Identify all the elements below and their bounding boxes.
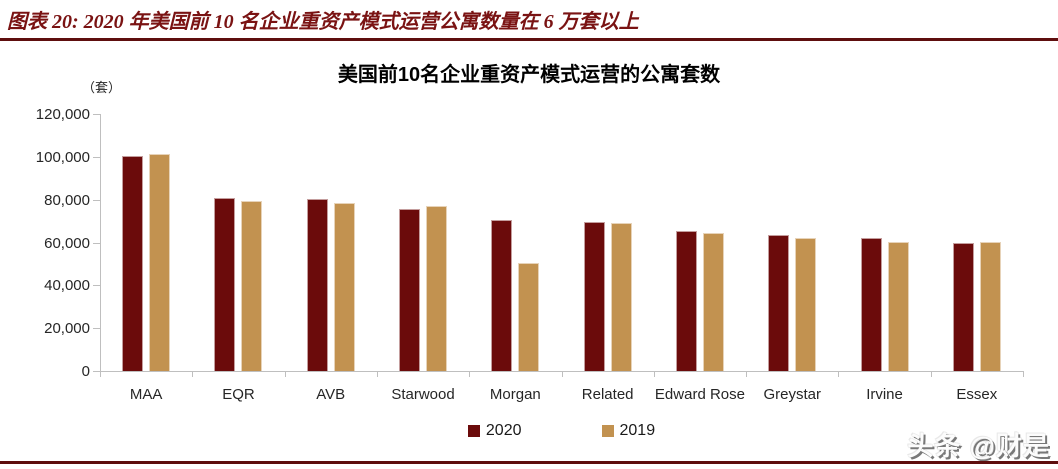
x-axis-tick bbox=[561, 372, 563, 377]
figure-caption: 图表 20: 2020 年美国前 10 名企业重资产模式运营公寓数量在 6 万套… bbox=[7, 11, 639, 33]
y-axis-tick-label: 80,000 bbox=[44, 191, 90, 209]
y-axis-tick-label: 40,000 bbox=[44, 277, 90, 295]
y-axis-tick bbox=[93, 114, 100, 115]
legend-swatch-2019 bbox=[601, 425, 614, 437]
bar-2020-irvine bbox=[861, 238, 882, 371]
y-axis-tick-label: 60,000 bbox=[44, 234, 90, 252]
bar-2020-avb bbox=[307, 199, 328, 371]
y-axis-unit-label: （套） bbox=[82, 80, 122, 95]
x-axis-category-label: Morgan bbox=[489, 386, 541, 403]
bar-2019-related bbox=[611, 223, 632, 371]
x-axis-category-label: EQR bbox=[222, 386, 255, 403]
bar-2019-edward-rose bbox=[703, 233, 724, 371]
bar-2019-essex bbox=[980, 242, 1001, 371]
bar-2020-starwood bbox=[399, 209, 420, 371]
x-axis-tick bbox=[653, 372, 655, 377]
bar-2020-maa bbox=[122, 156, 143, 371]
x-axis-category-label: MAA bbox=[129, 386, 163, 403]
bar-2019-greystar bbox=[795, 238, 816, 371]
bar-2019-morgan bbox=[518, 263, 539, 371]
y-axis-tick-label: 100,000 bbox=[35, 148, 90, 166]
x-axis-category-label: Essex bbox=[956, 386, 998, 403]
x-axis-category-label: Starwood bbox=[391, 386, 455, 403]
bar-2020-greystar bbox=[768, 235, 789, 371]
y-axis-tick bbox=[93, 156, 100, 158]
x-axis-tick bbox=[100, 372, 101, 377]
legend-swatch-2020 bbox=[467, 425, 480, 437]
bar-2020-eqr bbox=[214, 198, 235, 371]
toutiao-watermark: 头条 @财是 bbox=[907, 431, 1050, 461]
legend-item-2019: 2019 bbox=[601, 422, 656, 440]
y-axis-line bbox=[100, 114, 101, 371]
y-axis-tick bbox=[93, 242, 100, 244]
header-divider bbox=[0, 38, 1058, 41]
y-axis-tick-label: 0 bbox=[81, 363, 90, 380]
x-axis-tick bbox=[746, 372, 748, 377]
legend-label-2020: 2020 bbox=[485, 422, 522, 439]
x-axis-tick bbox=[284, 372, 286, 377]
bar-2020-edward-rose bbox=[676, 231, 697, 371]
bar-2019-maa bbox=[149, 154, 170, 371]
x-axis-tick bbox=[838, 372, 840, 377]
x-axis-tick bbox=[192, 372, 194, 377]
x-axis-tick bbox=[376, 372, 378, 377]
x-axis-line bbox=[93, 371, 1024, 372]
bar-2019-avb bbox=[334, 203, 355, 371]
x-axis-tick bbox=[930, 372, 932, 377]
x-axis-category-label: Irvine bbox=[866, 386, 903, 403]
legend-item-2020: 2020 bbox=[467, 422, 522, 440]
bar-2019-irvine bbox=[888, 242, 909, 371]
bar-2019-starwood bbox=[426, 206, 447, 371]
y-axis-tick bbox=[93, 199, 100, 201]
y-axis-tick bbox=[93, 371, 100, 372]
y-axis-tick-label: 120,000 bbox=[35, 106, 90, 123]
x-axis-category-label: Greystar bbox=[763, 386, 821, 403]
y-axis-tick-label: 20,000 bbox=[44, 320, 90, 338]
x-axis-tick bbox=[1023, 372, 1024, 377]
y-axis-tick bbox=[93, 328, 100, 330]
chart-title: 美国前10名企业重资产模式运营的公寓套数 bbox=[337, 64, 721, 86]
bar-2020-related bbox=[584, 222, 605, 371]
legend-label-2019: 2019 bbox=[619, 422, 656, 439]
bar-2020-essex bbox=[953, 243, 974, 371]
x-axis-category-label: Related bbox=[581, 386, 634, 403]
chart-legend: 2020 2019 bbox=[100, 422, 1023, 440]
bottom-divider bbox=[0, 461, 1058, 464]
bar-2020-morgan bbox=[491, 220, 512, 371]
y-axis-tick bbox=[93, 285, 100, 287]
bar-2019-eqr bbox=[241, 201, 262, 371]
x-axis-tick bbox=[469, 372, 471, 377]
x-axis-category-label: Edward Rose bbox=[654, 386, 745, 403]
x-axis-category-label: AVB bbox=[316, 386, 346, 403]
